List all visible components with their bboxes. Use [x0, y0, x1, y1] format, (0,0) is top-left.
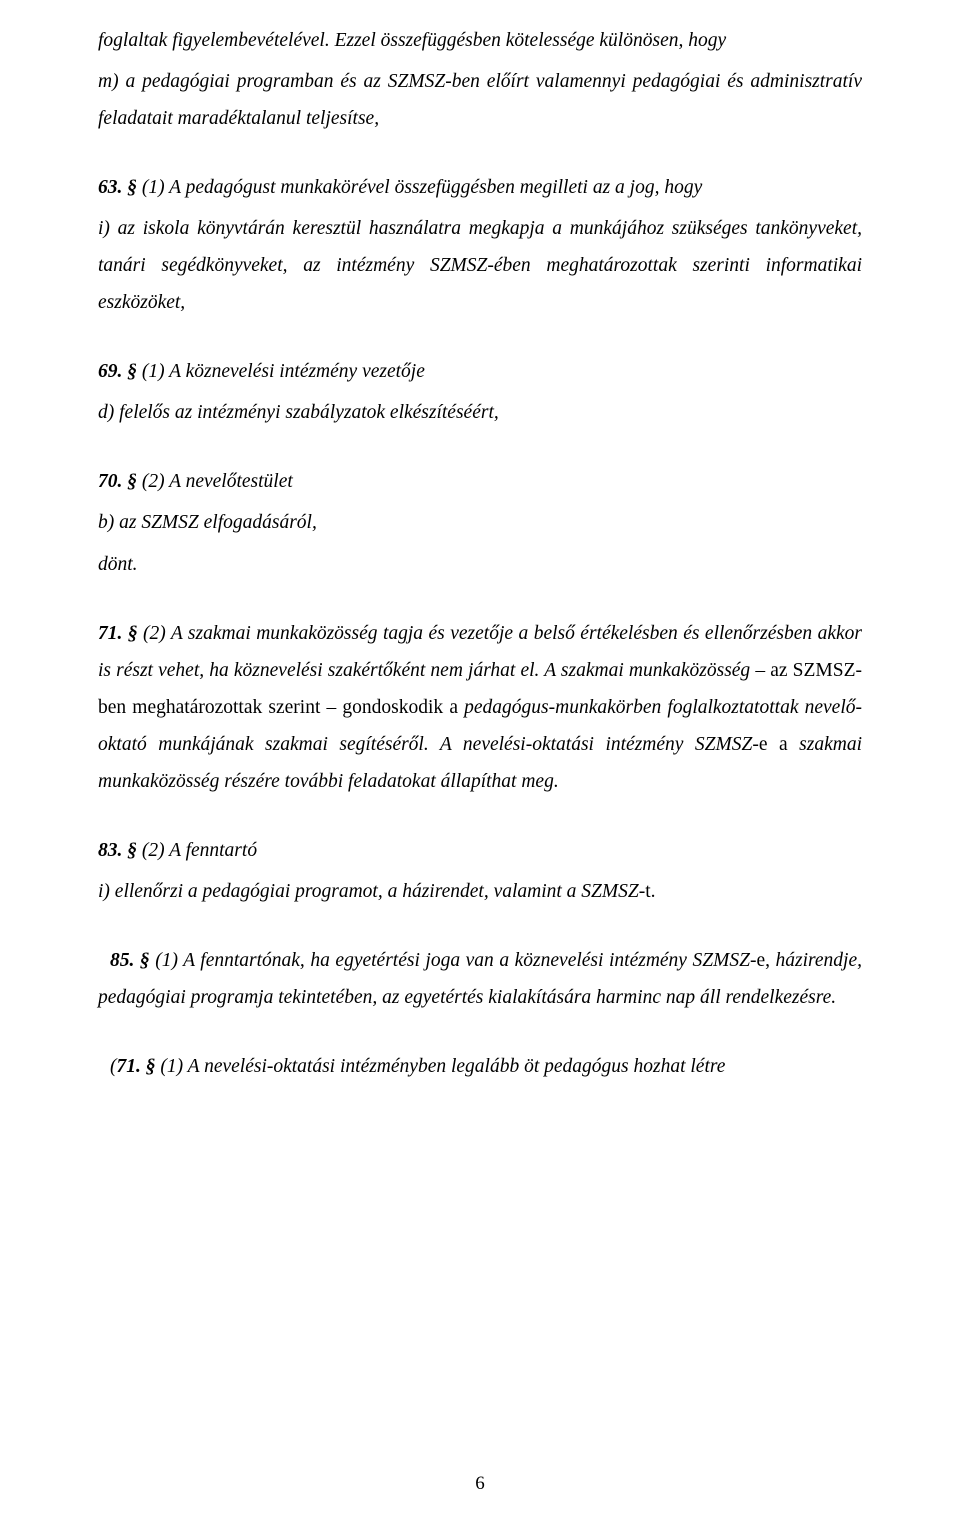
section-83-i-up: t. [645, 881, 655, 902]
section-69-body: (1) A köznevelési intézmény vezetője [142, 361, 425, 382]
section-69-head: 69. § (1) A köznevelési intézmény vezető… [98, 353, 862, 390]
section-63-i-text: i) az iskola könyvtárán keresztül haszná… [98, 218, 862, 313]
p1-line1: foglaltak figyelembevételével. Ezzel öss… [98, 30, 726, 51]
section-70-title: 70. § [98, 471, 142, 492]
paragraph-1-m: m) a pedagógiai programban és az SZMSZ-b… [98, 63, 862, 137]
section-85-up: e, [756, 950, 775, 971]
section-71-body1: (2) A szakmai munkaközösség tagja és vez… [98, 623, 862, 681]
section-83-i-text: i) ellenőrzi a pedagógiai programot, a h… [98, 881, 645, 902]
page-number: 6 [0, 1466, 960, 1502]
p1-m: m) a pedagógiai programban és az SZMSZ-b… [98, 71, 862, 129]
section-63-head: 63. § (1) A pedagógust munkakörével össz… [98, 169, 862, 206]
section-70-head: 70. § (2) A nevelőtestület [98, 463, 862, 500]
section-71b-title: 71. § [117, 1056, 161, 1077]
section-71-upright2: e a [759, 734, 799, 755]
paragraph-intro: foglaltak figyelembevételével. Ezzel öss… [98, 22, 862, 59]
section-70-b-text: b) az SZMSZ elfogadásáról, [98, 512, 317, 533]
section-83-i: i) ellenőrzi a pedagógiai programot, a h… [98, 873, 862, 910]
section-71-title: 71. § [98, 623, 143, 644]
section-63-title: 63. § [98, 177, 142, 198]
section-70-body: (2) A nevelőtestület [142, 471, 293, 492]
document-page: foglaltak figyelembevételével. Ezzel öss… [0, 0, 960, 1530]
section-69-d-text: d) felelős az intézményi szabályzatok el… [98, 402, 499, 423]
section-70-b: b) az SZMSZ elfogadásáról, [98, 504, 862, 541]
section-71: 71. § (2) A szakmai munkaközösség tagja … [98, 615, 862, 800]
section-71b: (71. § (1) A nevelési-oktatási intézmény… [98, 1048, 862, 1085]
section-70-dont: dönt. [98, 546, 862, 583]
section-63-i: i) az iskola könyvtárán keresztül haszná… [98, 210, 862, 321]
section-69-title: 69. § [98, 361, 142, 382]
section-85-body: (1) A fenntartónak, ha egyetértési joga … [155, 950, 756, 971]
section-85: 85. § (1) A fenntartónak, ha egyetértési… [98, 942, 862, 1016]
section-83-body: (2) A fenntartó [142, 840, 257, 861]
section-83-head: 83. § (2) A fenntartó [98, 832, 862, 869]
section-63-body: (1) A pedagógust munkakörével összefüggé… [142, 177, 702, 198]
section-70-dont-text: dönt. [98, 554, 138, 575]
section-71b-body: (1) A nevelési-oktatási intézményben leg… [160, 1056, 725, 1077]
section-85-title: 85. § [110, 950, 155, 971]
section-69-d: d) felelős az intézményi szabályzatok el… [98, 394, 862, 431]
section-83-title: 83. § [98, 840, 142, 861]
